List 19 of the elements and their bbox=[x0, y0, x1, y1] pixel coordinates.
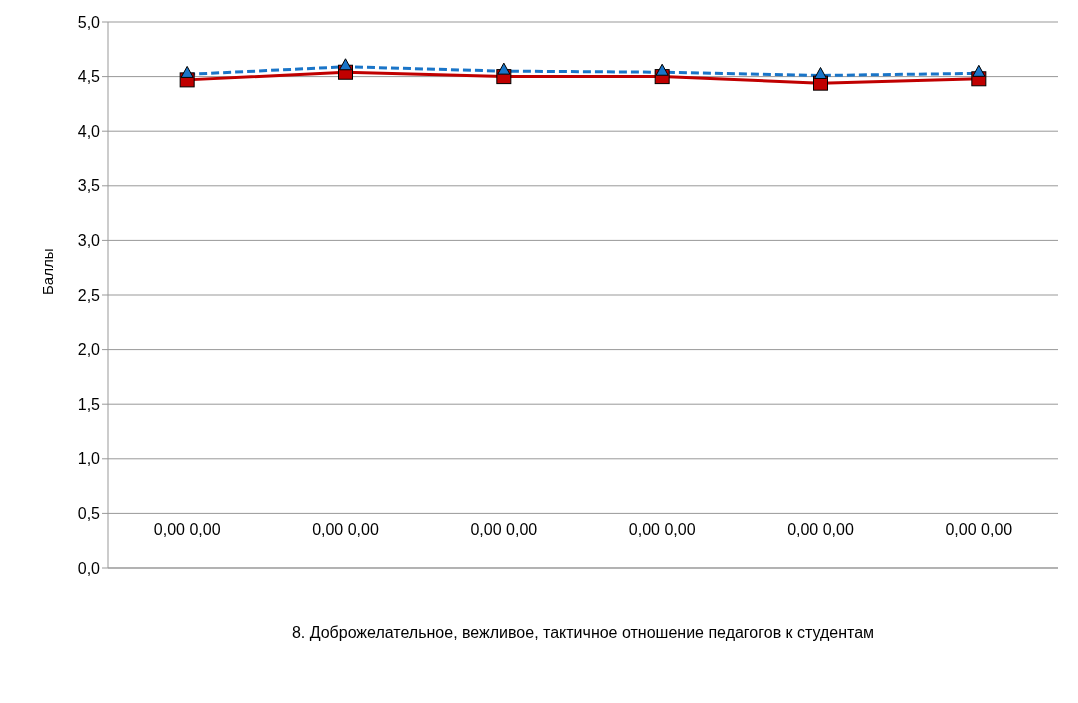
annotation: 0,00 0,00 bbox=[787, 521, 854, 539]
y-tick-label: 0,5 bbox=[77, 505, 101, 523]
y-axis-title: Баллы bbox=[39, 248, 57, 295]
annotation: 0,00 0,00 bbox=[628, 521, 696, 539]
y-tick-label: 4,0 bbox=[77, 122, 101, 140]
annotation: 0,00 0,00 bbox=[153, 521, 221, 539]
annotation: 0,00 0,00 bbox=[470, 521, 538, 539]
y-tick-label: 1,5 bbox=[77, 395, 101, 413]
y-tick-label: 2,0 bbox=[77, 341, 101, 359]
y-tick-label: 1,0 bbox=[77, 450, 101, 468]
y-tick-label: 5,0 bbox=[77, 13, 101, 31]
y-tick-label: 4,5 bbox=[77, 68, 101, 86]
x-axis-title: 8. Доброжелательное, вежливое, тактичное отношение педагогов к студентам bbox=[291, 624, 875, 641]
annotation: 0,00 0,00 bbox=[312, 521, 379, 539]
annotation: 0,00 0,00 bbox=[945, 521, 1013, 539]
y-tick-label: 3,5 bbox=[77, 177, 101, 195]
y-tick-label: 0,0 bbox=[77, 559, 101, 577]
y-tick-label: 3,0 bbox=[77, 232, 101, 250]
y-tick-label: 2,5 bbox=[77, 286, 101, 304]
